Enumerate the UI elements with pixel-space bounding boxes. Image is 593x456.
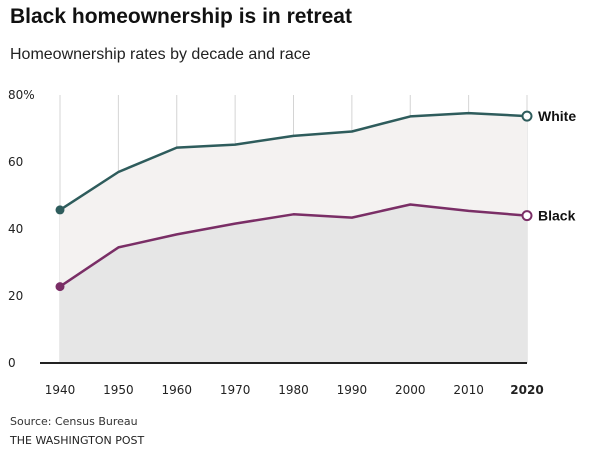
series-label-white: White — [538, 108, 576, 124]
y-tick-label-40: 40 — [8, 222, 23, 236]
point-black-1940 — [55, 282, 65, 292]
x-tick-label-1990: 1990 — [337, 383, 368, 397]
series-line-white — [59, 111, 528, 211]
x-tick-label-1940: 1940 — [45, 383, 76, 397]
x-tick-label-2000: 2000 — [395, 383, 426, 397]
y-tick-label-0: 0 — [8, 356, 16, 370]
area-black — [60, 204, 527, 363]
x-tick-label-1960: 1960 — [161, 383, 192, 397]
series-line-black — [59, 203, 528, 288]
y-tick-label-20: 20 — [8, 289, 23, 303]
credit-line: THE WASHINGTON POST — [10, 434, 145, 447]
x-tick-label-2010: 2010 — [453, 383, 484, 397]
y-tick-label-80: 80% — [8, 88, 35, 102]
y-tick-label-60: 60 — [8, 155, 23, 169]
source-note: Source: Census Bureau — [10, 415, 138, 428]
x-tick-label-1980: 1980 — [278, 383, 309, 397]
x-tick-label-1970: 1970 — [220, 383, 251, 397]
series-label-black: Black — [538, 208, 576, 224]
chart-title: Black homeownership is in retreat — [10, 5, 352, 28]
point-white-1940 — [55, 205, 65, 215]
chart-subtitle: Homeownership rates by decade and race — [10, 46, 311, 63]
x-tick-label-1950: 1950 — [103, 383, 134, 397]
point-white-2020 — [521, 110, 533, 122]
x-tick-label-2020: 2020 — [510, 383, 543, 397]
point-black-2020 — [521, 210, 533, 222]
